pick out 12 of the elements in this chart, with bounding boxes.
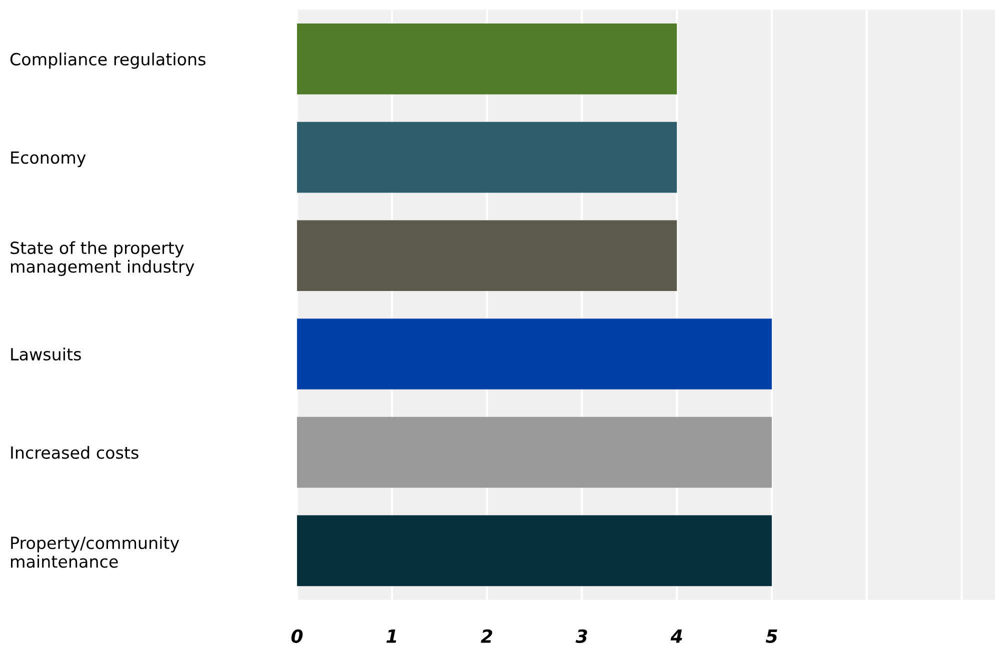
x-tick-label: 1 [386,630,396,643]
y-tick-label: State of the property management industry [10,241,194,276]
x-tick-label: 0 [291,629,303,643]
x-tick-label: 2 [480,629,492,643]
y-tick-label: Increased costs [11,446,138,459]
y-tick-label: Economy [11,151,86,168]
y-tick-label: Lawsuits [11,348,81,361]
y-tick-label: Compliance regulations [10,52,206,69]
x-tick-label: 3 [576,629,588,643]
x-tick-label: 5 [766,630,778,643]
y-tick-label: Property/community maintenance [11,536,180,568]
x-tick-label: 4 [670,630,682,643]
